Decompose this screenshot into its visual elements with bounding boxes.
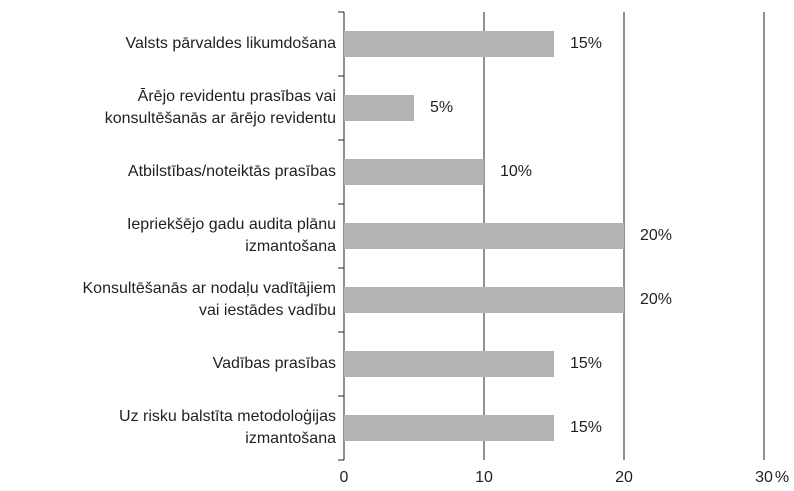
y-tick-label: Atbilstības/noteiktās prasības bbox=[128, 163, 336, 180]
y-tick-label: izmantošana bbox=[245, 430, 336, 447]
y-tick-label: vai iestādes vadību bbox=[199, 302, 336, 319]
bar bbox=[344, 351, 554, 377]
y-tick-label: Uz risku balstīta metodoloģijas bbox=[119, 407, 336, 425]
value-label: 5% bbox=[430, 99, 453, 116]
bar bbox=[344, 31, 554, 57]
value-label: 10% bbox=[500, 163, 532, 180]
y-tick-label: konsultēšanās ar ārējo revidentu bbox=[105, 110, 336, 127]
y-tick-label: Ārējo revidentu prasības vai bbox=[138, 87, 336, 105]
x-tick-label: 30 bbox=[755, 469, 773, 486]
x-tick-label: 10 bbox=[475, 469, 493, 486]
bar bbox=[344, 415, 554, 441]
y-tick-label: izmantošana bbox=[245, 238, 336, 255]
y-tick-label: Konsultēšanās ar nodaļu vadītājiem bbox=[83, 280, 337, 297]
value-label: 15% bbox=[570, 35, 602, 52]
value-label: 15% bbox=[570, 419, 602, 436]
bar bbox=[344, 159, 484, 185]
value-label: 20% bbox=[640, 291, 672, 308]
bar bbox=[344, 223, 624, 249]
y-tick-label: Iepriekšējo gadu audita plānu bbox=[127, 216, 336, 233]
x-axis-label: % bbox=[775, 469, 789, 486]
x-tick-label: 0 bbox=[340, 469, 349, 486]
value-label: 20% bbox=[640, 227, 672, 244]
bar bbox=[344, 287, 624, 313]
y-tick-label: Vadības prasības bbox=[213, 355, 336, 372]
value-label: 15% bbox=[570, 355, 602, 372]
y-tick-label: Valsts pārvaldes likumdošana bbox=[126, 35, 337, 52]
x-tick-label: 20 bbox=[615, 469, 633, 486]
bar bbox=[344, 95, 414, 121]
